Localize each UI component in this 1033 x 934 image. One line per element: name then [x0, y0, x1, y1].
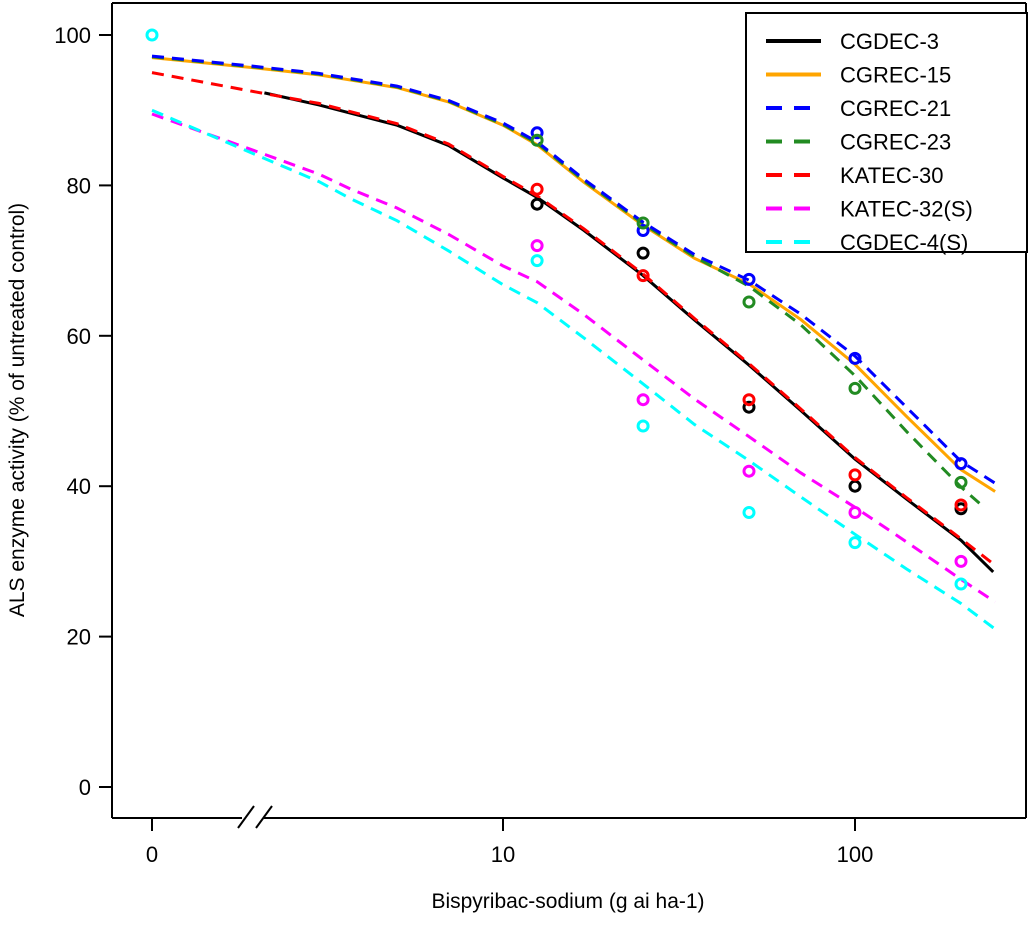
series-curves: [151, 54, 997, 631]
y-tick-label-40: 40: [67, 474, 91, 499]
data-point-KATEC-32(S): [848, 506, 862, 519]
legend-entry-KATEC-32(S): KATEC-32(S): [840, 197, 973, 222]
y-axis-title: ALS enzyme activity (% of untreated cont…: [6, 203, 29, 617]
data-point-KATEC-32(S): [636, 393, 650, 407]
data-point-KATEC-30: [742, 393, 756, 407]
data-point-CGDEC-4(S): [145, 28, 159, 42]
data-point-CGDEC-4(S): [636, 419, 650, 433]
data-point-CGREC-23: [636, 216, 650, 230]
legend-box: [745, 12, 1028, 253]
series-curve-KATEC-30: [151, 71, 993, 565]
data-point-CGREC-21: [636, 224, 650, 237]
data-point-KATEC-32(S): [530, 239, 544, 253]
data-point-CGREC-21: [848, 351, 862, 365]
legend: CGDEC-3 CGREC-15 CGREC-21 CGREC-23 KATEC-30 K…: [745, 12, 1028, 255]
y-tick-label-100: 100: [54, 23, 91, 48]
data-point-CGDEC-3: [848, 479, 862, 493]
data-point-CGDEC-3: [742, 400, 756, 414]
data-point-CGDEC-4(S): [530, 254, 544, 268]
data-point-CGREC-21: [530, 126, 544, 140]
y-tick-label-60: 60: [67, 324, 91, 349]
axis-ticks: 0 10 100 0 20 40 60 80 100: [54, 23, 873, 867]
data-point-CGREC-21: [742, 272, 756, 286]
legend-entry-CGREC-15: CGREC-15: [840, 63, 951, 88]
data-point-CGREC-23: [530, 133, 544, 147]
axis-break-slash: [237, 805, 255, 829]
data-point-CGDEC-4(S): [954, 577, 968, 591]
data-point-CGDEC-3: [530, 197, 544, 211]
y-tick-label-0: 0: [79, 775, 91, 800]
data-point-KATEC-30: [636, 269, 650, 283]
data-point-KATEC-30: [954, 498, 968, 512]
legend-entry-CGDEC-4(S): CGDEC-4(S): [840, 230, 968, 255]
legend-entry-CGDEC-3: CGDEC-3: [840, 29, 939, 54]
x-tick-label-10: 10: [491, 842, 515, 867]
data-point-KATEC-30: [848, 468, 862, 482]
x-tick-label-0: 0: [146, 842, 158, 867]
series-curve-CGREC-21: [151, 54, 996, 485]
legend-entry-KATEC-30: KATEC-30: [840, 163, 944, 188]
data-point-CGREC-21: [954, 457, 968, 471]
legend-entry-CGREC-21: CGREC-21: [840, 96, 951, 121]
data-point-KATEC-30: [530, 182, 544, 196]
y-tick-label-20: 20: [67, 625, 91, 650]
series-curve-KATEC-32(S): [151, 112, 996, 604]
x-axis-title: Bispyribac-sodium (g ai ha-1): [431, 890, 704, 913]
data-point-CGREC-23: [954, 475, 968, 489]
data-points: [145, 28, 968, 591]
data-point-CGDEC-4(S): [848, 536, 862, 550]
data-point-CGREC-23: [742, 295, 756, 309]
x-tick-label-100: 100: [837, 842, 874, 867]
data-point-CGDEC-4(S): [742, 506, 756, 519]
series-curve-CGDEC-4(S): [151, 108, 997, 631]
axis-break-slash: [255, 805, 273, 829]
data-point-CGDEC-3: [636, 246, 650, 260]
y-tick-label-80: 80: [67, 173, 91, 198]
legend-entry-CGREC-23: CGREC-23: [840, 130, 951, 155]
data-point-KATEC-32(S): [954, 554, 968, 568]
data-point-KATEC-32(S): [742, 464, 756, 478]
data-point-CGREC-23: [848, 381, 862, 395]
